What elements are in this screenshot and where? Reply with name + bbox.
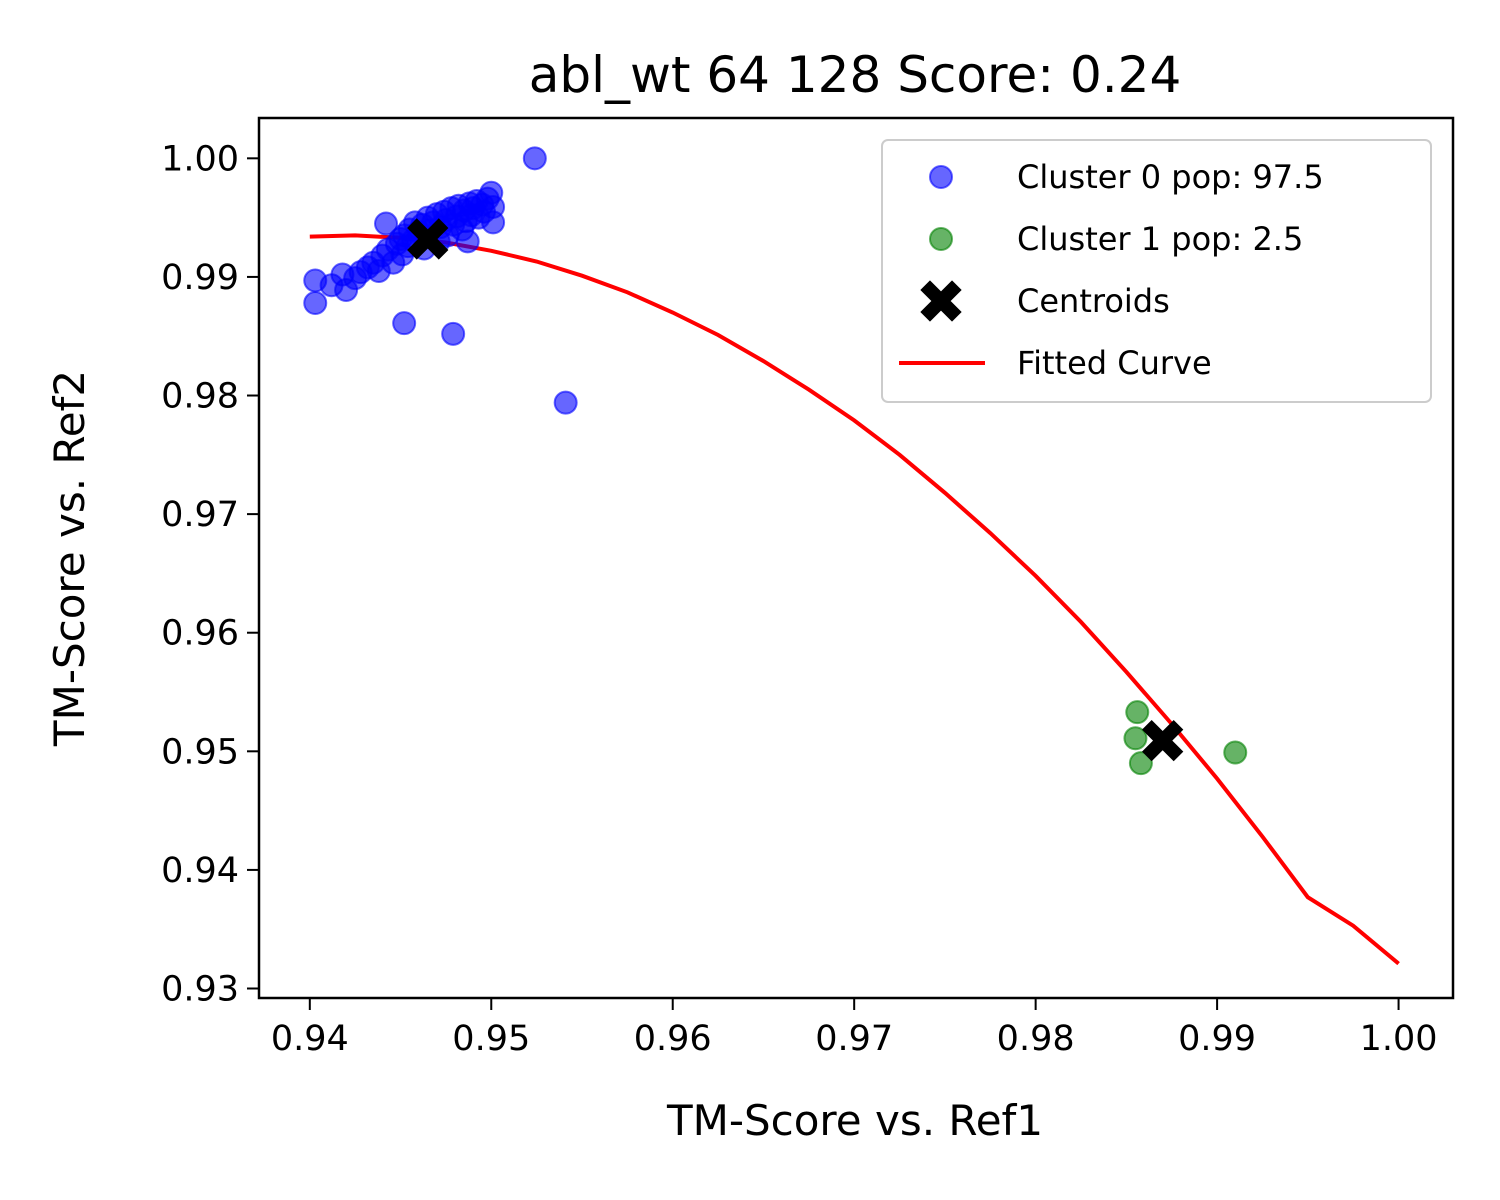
cluster-0-point [392,311,417,336]
legend-label: Cluster 0 pop: 97.5 [1017,158,1324,196]
curve-layer [309,233,1400,966]
legend-frame [881,139,1432,403]
cluster-1-point [1125,700,1150,725]
y-tick-label: 0.96 [161,614,239,654]
cluster-0-point [553,390,578,415]
y-tick-label: 0.97 [161,495,239,535]
points-layer [303,146,1248,776]
cluster-0-point [455,229,480,254]
chart-title: abl_wt 64 128 Score: 0.24 [529,46,1182,104]
x-tick-label: 0.97 [815,1019,893,1059]
cluster-0-point [522,146,547,171]
legend-swatch-circle [929,165,953,189]
cluster-1-point [1123,726,1148,751]
centroid-marker [1142,719,1184,762]
centroid-marker [407,218,449,260]
x-tick-label: 0.99 [1178,1019,1256,1059]
cluster-1-point [1128,751,1153,776]
x-tick-label: 0.95 [452,1019,530,1059]
legend-label: Centroids [1017,282,1170,320]
y-axis: 0.93 0.94 0.95 0.96 0.97 0.98 0.99 1.00 [161,139,259,1010]
x-axis: 0.94 0.95 0.96 0.97 0.98 0.99 1.00 [271,998,1438,1059]
y-tick-label: 1.00 [161,139,239,179]
cluster-0-point [481,194,506,219]
cluster-1-point [1223,740,1248,765]
legend-label: Cluster 1 pop: 2.5 [1017,220,1303,258]
legend: Cluster 0 pop: 97.5 Cluster 1 pop: 2.5 Cen… [881,139,1432,403]
x-tick-label: 0.94 [271,1019,349,1059]
y-tick-label: 0.94 [161,851,239,891]
y-tick-label: 0.99 [161,258,239,298]
x-axis-title: TM-Score vs. Ref1 [666,1096,1043,1145]
cluster-0-point [374,211,399,236]
legend-swatch-circle [929,227,953,251]
legend-swatch-x [920,280,962,322]
y-tick-label: 0.98 [161,377,239,417]
x-tick-label: 0.96 [634,1019,712,1059]
fitted-curve-line [309,233,1400,966]
y-axis-title: TM-Score vs. Ref2 [45,370,94,747]
legend-label: Fitted Curve [1017,344,1212,382]
y-tick-label: 0.95 [161,732,239,772]
cluster-0-point [303,291,328,316]
x-tick-label: 0.98 [997,1019,1075,1059]
y-tick-label: 0.93 [161,970,239,1010]
x-tick-label: 1.00 [1360,1019,1438,1059]
cluster-0-point [441,321,466,346]
